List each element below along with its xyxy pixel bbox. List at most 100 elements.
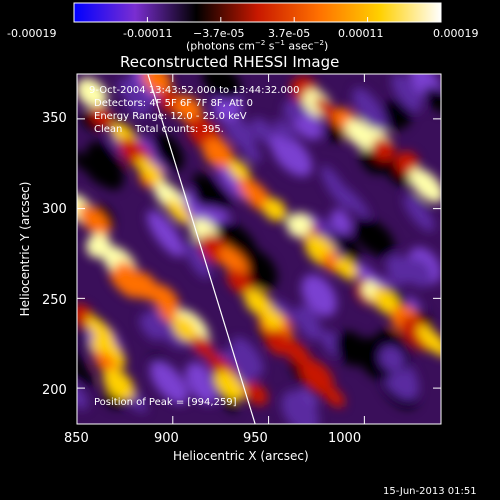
image-blob-12 [403, 194, 435, 232]
image-blob-65 [242, 144, 262, 163]
chart-title: Reconstructed RHESSI Image [120, 53, 340, 71]
x-tick-label-900: 900 [154, 431, 179, 446]
image-blob-109 [322, 385, 345, 408]
image-blob-78 [353, 218, 395, 257]
plot-frame [76, 73, 442, 425]
image-blob-14 [96, 204, 114, 228]
image-blob-138 [159, 301, 181, 323]
image-blob-47 [185, 362, 219, 404]
image-blob-41 [424, 87, 441, 114]
colorbar-units-label: (photons cm−2 s−1 asec−2) [186, 39, 329, 53]
image-blob-80 [379, 345, 405, 372]
y-tick-label-250: 250 [42, 293, 67, 308]
image-blob-134 [109, 269, 139, 299]
image-blob-25 [147, 309, 188, 349]
y-axis-label: Heliocentric Y (arcsec) [18, 181, 32, 317]
image-blob-75 [150, 361, 189, 404]
solar-limb-line [147, 74, 256, 424]
colorbar-tick-label-2: −3.7e-05 [193, 27, 245, 40]
image-blob-71 [77, 345, 94, 388]
image-blob-51 [270, 133, 313, 177]
image-blob-70 [192, 181, 220, 208]
image-blob-57 [283, 97, 306, 121]
x-tick-label-1000: 1000 [328, 431, 362, 446]
colorbar-tick-label-0: -0.00019 [7, 27, 57, 40]
image-blob-108 [299, 359, 334, 393]
image-blob-107 [280, 336, 312, 368]
x-axis-label: Heliocentric X (arcsec) [173, 449, 309, 463]
image-blob-118 [263, 198, 287, 221]
annotation-detectors: Detectors: 4F 5F 6F 7F 8F, Att 0 [94, 98, 254, 109]
image-blob-26 [386, 254, 414, 285]
image-blob-83 [404, 258, 433, 288]
footer-timestamp: 15-Jun-2013 01:51 [383, 486, 477, 497]
y-tick-label-200: 200 [42, 383, 67, 398]
image-blob-84 [274, 119, 296, 142]
image-blob-48 [138, 136, 167, 179]
image-blob-120 [286, 212, 312, 238]
image-blob-32 [139, 313, 163, 341]
colorbar-tick-label-4: 0.00011 [338, 27, 384, 40]
image-blob-143 [214, 370, 245, 401]
image-blob-155 [345, 118, 377, 150]
image-blob-45 [301, 274, 337, 317]
image-blob-63 [86, 141, 124, 191]
axis-ticks [76, 74, 441, 424]
image-blob-37 [147, 210, 185, 257]
image-blob-17 [77, 151, 90, 171]
image-blob-9 [250, 117, 278, 146]
image-blob-58 [152, 133, 184, 171]
image-blob-117 [238, 177, 273, 212]
image-blob-123 [335, 257, 358, 280]
x-tick-label-950: 950 [243, 431, 268, 446]
image-blob-60 [352, 87, 388, 134]
image-blob-49 [294, 305, 322, 341]
image-blob-144 [244, 382, 268, 406]
annotation-method: Clean Total counts: 395. [94, 124, 224, 135]
image-blob-115 [202, 137, 233, 168]
y-tick-label-350: 350 [42, 111, 67, 126]
image-blob-159 [409, 168, 441, 203]
image-blob-90 [77, 77, 108, 109]
image-blob-101 [219, 247, 249, 277]
annotation-time-range: 9-Oct-2004 13:43:52.000 to 13:44:32.000 [89, 85, 300, 96]
colorbar-gradient [73, 2, 442, 23]
image-blob-146 [86, 316, 115, 345]
image-blob-52 [380, 99, 412, 130]
image-blob-10 [184, 241, 212, 279]
x-tick-label-850: 850 [64, 431, 89, 446]
image-blob-102 [226, 269, 253, 296]
image-blob-157 [371, 137, 395, 161]
image-blob-110 [141, 74, 172, 95]
heatmap-image [77, 74, 441, 424]
image-blob-131 [78, 204, 110, 237]
image-blob-18 [332, 225, 361, 265]
image-blob-86 [118, 78, 149, 107]
y-tick-label-300: 300 [42, 202, 67, 217]
image-blob-30 [223, 113, 256, 151]
image-blob-149 [102, 368, 135, 400]
colorbar-tick-label-1: -0.00011 [123, 27, 173, 40]
image-blob-140 [172, 316, 198, 342]
image-blob-89 [335, 331, 368, 367]
image-blob-66 [231, 337, 264, 377]
image-blob-105 [261, 307, 283, 330]
image-blob-97 [165, 199, 192, 225]
image-blob-53 [202, 74, 241, 101]
colorbar-tick-label-5: 0.00019 [433, 27, 479, 40]
image-blob-77 [320, 165, 352, 210]
annotation-peak: Position of Peak = [994,259] [94, 397, 237, 408]
image-blob-116 [228, 159, 251, 182]
image-blob-91 [90, 105, 114, 129]
image-blob-141 [191, 335, 213, 357]
colorbar-tick-label-3: 3.7e-05 [268, 27, 311, 40]
annotation-energy: Energy Range: 12.0 - 25.0 keV [94, 111, 247, 122]
image-blob-59 [391, 74, 422, 112]
image-blob-67 [281, 390, 320, 424]
image-blob-112 [174, 95, 203, 124]
image-blob-147 [91, 335, 126, 370]
image-blob-21 [270, 299, 295, 324]
image-blob-126 [372, 287, 400, 315]
